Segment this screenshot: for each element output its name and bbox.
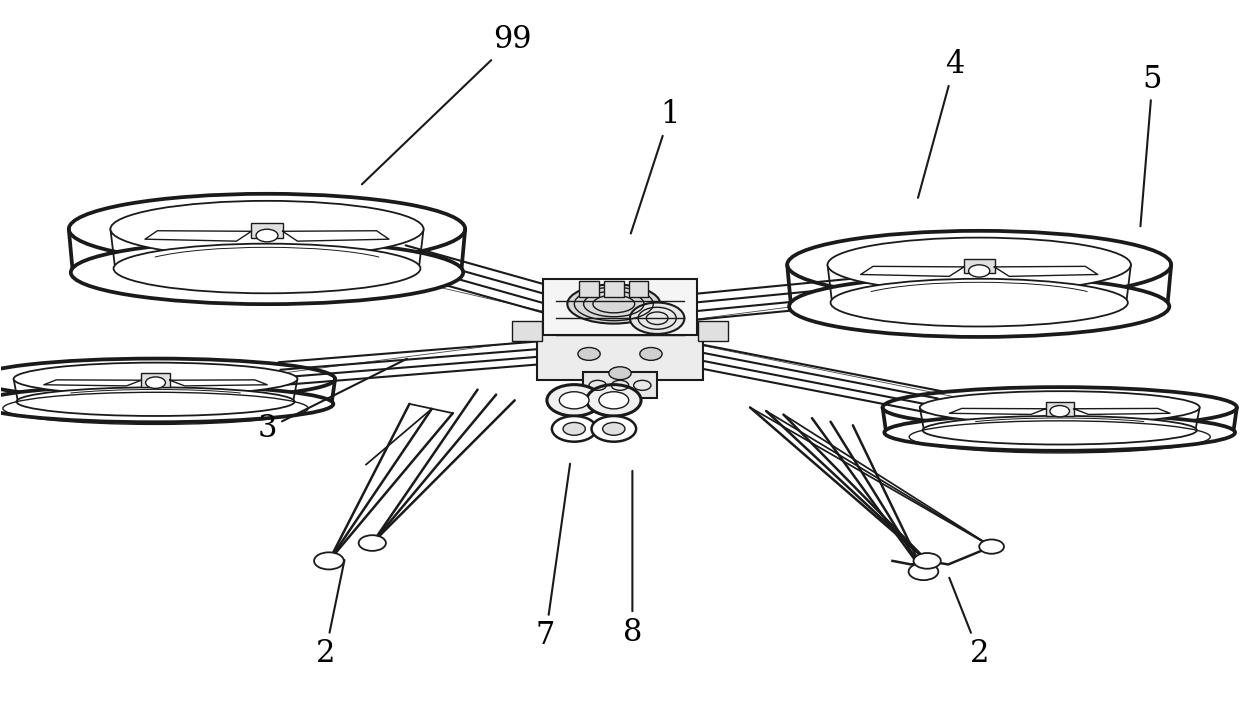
Bar (512, 322, 542, 342)
Circle shape (1050, 405, 1070, 417)
Ellipse shape (920, 391, 1199, 424)
Circle shape (587, 385, 641, 416)
Circle shape (563, 423, 585, 435)
Ellipse shape (827, 237, 1131, 292)
Circle shape (314, 552, 343, 569)
Polygon shape (1074, 408, 1171, 415)
Bar (963, 259, 994, 273)
Ellipse shape (14, 363, 298, 395)
Circle shape (909, 563, 939, 580)
Ellipse shape (831, 279, 1128, 327)
Polygon shape (145, 231, 252, 241)
FancyBboxPatch shape (583, 373, 657, 398)
Polygon shape (994, 267, 1097, 277)
Ellipse shape (884, 414, 1235, 450)
FancyBboxPatch shape (543, 280, 697, 350)
Circle shape (552, 416, 596, 442)
Circle shape (547, 385, 601, 416)
Text: 1: 1 (631, 99, 680, 234)
Bar (579, 281, 599, 297)
Ellipse shape (923, 416, 1197, 445)
Circle shape (255, 230, 278, 242)
Polygon shape (861, 267, 963, 277)
Circle shape (640, 347, 662, 360)
Ellipse shape (789, 276, 1169, 337)
Text: 5: 5 (1141, 64, 1162, 226)
Circle shape (630, 302, 684, 334)
Text: 3: 3 (257, 359, 407, 444)
Circle shape (145, 377, 165, 388)
Polygon shape (950, 408, 1045, 415)
Circle shape (358, 536, 386, 551)
Circle shape (609, 367, 631, 380)
Circle shape (968, 265, 990, 277)
Circle shape (980, 540, 1004, 553)
Text: 4: 4 (918, 49, 963, 198)
Bar (252, 223, 283, 237)
Circle shape (603, 423, 625, 435)
Ellipse shape (568, 285, 660, 324)
Text: 8: 8 (622, 471, 642, 648)
Bar (604, 281, 624, 297)
Polygon shape (283, 231, 389, 241)
Circle shape (914, 553, 941, 568)
Ellipse shape (0, 385, 334, 423)
Bar (141, 373, 170, 388)
Circle shape (578, 347, 600, 360)
Polygon shape (43, 380, 141, 386)
FancyBboxPatch shape (537, 335, 703, 380)
Text: 99: 99 (362, 24, 532, 184)
Text: 7: 7 (536, 464, 570, 651)
Circle shape (559, 392, 589, 409)
Circle shape (599, 392, 629, 409)
Text: 2: 2 (950, 578, 990, 669)
Ellipse shape (71, 241, 464, 304)
Polygon shape (170, 380, 268, 386)
Bar (629, 281, 649, 297)
Ellipse shape (114, 244, 420, 293)
Ellipse shape (110, 201, 424, 257)
Bar (1045, 402, 1074, 416)
Ellipse shape (16, 388, 295, 416)
Bar (698, 322, 728, 342)
Text: 2: 2 (315, 560, 345, 669)
Circle shape (591, 416, 636, 442)
